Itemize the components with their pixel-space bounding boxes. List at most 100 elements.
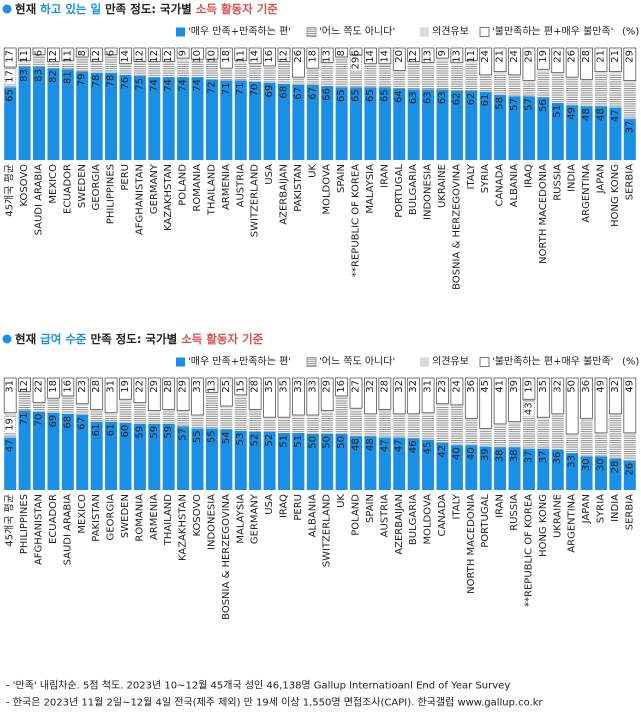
value-label: 13 <box>322 50 333 63</box>
value-label: 78 <box>106 75 117 88</box>
value-label: 6 <box>106 50 117 56</box>
bar-segment <box>148 423 161 490</box>
bar-segment <box>537 448 550 490</box>
value-label: 69 <box>48 415 59 428</box>
bar-segment <box>364 416 377 437</box>
bar-segment <box>47 68 60 160</box>
bar-segment <box>205 377 219 393</box>
bar-segment <box>90 61 103 64</box>
bar-segment <box>609 416 622 459</box>
bar-segment <box>18 410 31 490</box>
value-label: 37 <box>538 451 549 464</box>
value-label: 19 <box>120 380 131 393</box>
bar-segment <box>119 401 132 423</box>
bar-segment <box>306 377 320 416</box>
bar-segment <box>90 421 103 490</box>
x-tick-label: ALBANIA <box>307 494 318 538</box>
bar-segment <box>291 377 305 416</box>
bar-segment <box>277 83 290 160</box>
bar-segment <box>350 410 363 437</box>
x-tick-label: MALAYSIA <box>235 494 246 544</box>
value-label: 63 <box>408 91 419 104</box>
bar-segment <box>465 418 478 421</box>
value-label: 32 <box>552 380 563 393</box>
value-label: 8 <box>77 50 88 56</box>
value-label: 27 <box>351 380 362 393</box>
bar-segment <box>220 68 233 71</box>
bar-segment <box>566 436 579 454</box>
value-label: 32 <box>610 380 621 393</box>
value-label: 20 <box>394 50 405 63</box>
value-label: 47 <box>610 109 621 122</box>
bar-segment <box>33 404 46 412</box>
bar-segment <box>450 64 463 91</box>
bar-segment <box>407 63 420 90</box>
bar-segment <box>393 88 406 160</box>
bar-segment <box>263 419 276 432</box>
value-label: 39 <box>509 380 520 393</box>
x-tick-label: USA <box>264 164 275 185</box>
bar-segment <box>350 436 363 490</box>
bar-segment <box>61 395 74 399</box>
value-label: 17 <box>5 70 16 83</box>
bar-segment <box>522 96 535 160</box>
chart-title: 현재 급여 수준 만족 정도: 국가별 소득 활동자 기준 <box>15 332 264 346</box>
chart-title: 현재 하고 있는 일 만족 정도: 국가별 소득 활동자 기준 <box>15 2 278 16</box>
value-label: 49 <box>624 380 635 393</box>
bar-segment <box>508 421 521 424</box>
x-tick-label: ROMANIA <box>134 494 145 542</box>
bar-segment <box>422 64 435 90</box>
value-label: 29 <box>624 50 635 63</box>
x-tick-label: BULGARIA <box>408 494 419 545</box>
bar-segment <box>191 417 204 429</box>
bar-segment <box>133 47 147 62</box>
bar-segment <box>306 434 319 490</box>
bar-segment <box>393 70 406 73</box>
bar-segment <box>148 77 161 160</box>
bar-segment <box>148 63 161 78</box>
value-label: 12 <box>408 50 419 63</box>
value-label: 79 <box>77 74 88 87</box>
bar-segment <box>335 377 349 397</box>
legend-swatch <box>479 27 490 37</box>
value-label: 81 <box>62 71 73 84</box>
bar-segment <box>234 60 247 63</box>
bar-segment <box>364 63 377 66</box>
bar-segment <box>407 416 420 439</box>
value-label: 11 <box>62 50 73 63</box>
value-label: 51 <box>278 435 289 448</box>
value-label: 23 <box>77 380 88 393</box>
bar-segment <box>133 61 146 64</box>
value-label: 12 <box>91 50 102 63</box>
value-label: 33 <box>567 455 578 468</box>
bar-segment <box>465 62 478 91</box>
bar-segment <box>508 74 521 78</box>
value-label: 22 <box>552 50 563 63</box>
legend-label: 의견유보 <box>432 26 469 38</box>
bar-segment <box>205 79 218 160</box>
value-label: 57 <box>509 98 520 111</box>
x-tick-label: IRAN <box>379 164 390 188</box>
value-label: 14 <box>250 50 261 63</box>
x-tick-label: KOSOVO <box>19 164 30 207</box>
bar-segment <box>234 47 248 61</box>
bar-segment <box>450 90 463 160</box>
value-label: 74 <box>192 79 203 92</box>
bar-segment <box>33 67 46 160</box>
value-label: 61 <box>91 424 102 437</box>
legend-label: '어느 쪽도 아니다' <box>319 356 395 368</box>
bar-segment <box>551 416 564 450</box>
bar-segment <box>465 60 478 63</box>
bar-segment <box>594 106 607 160</box>
bar-segment <box>422 412 435 415</box>
bar-segment <box>147 377 161 411</box>
value-label: 54 <box>221 432 232 445</box>
bar-segment <box>623 377 637 434</box>
value-label: 39 <box>480 448 491 461</box>
x-tick-label: AUSTRIA <box>379 494 390 538</box>
bar-segment <box>494 447 507 490</box>
bar-segment <box>566 105 579 160</box>
value-label: 9 <box>437 50 448 56</box>
bar-segment <box>623 118 636 160</box>
